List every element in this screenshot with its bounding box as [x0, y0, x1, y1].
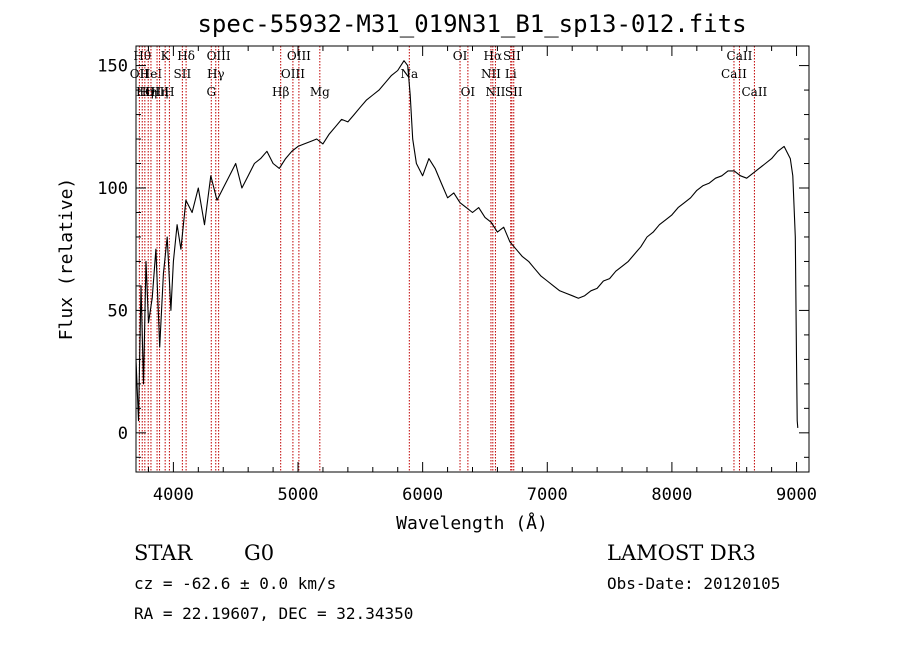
line-marker-label-14: Hβ	[272, 85, 289, 99]
line-marker-label-1: Hθ	[133, 49, 151, 63]
line-marker-label-20: OI	[461, 85, 476, 99]
line-marker-label-19: OI	[453, 49, 468, 63]
line-marker-label-12: Hγ	[207, 67, 225, 81]
y-tick-label-1: 50	[108, 301, 128, 321]
line-marker-label-28: CaII	[727, 49, 753, 63]
line-marker-label-25: SII	[503, 49, 521, 63]
line-marker-label-6: Hη	[151, 85, 169, 99]
line-marker-label-5: OIII	[145, 85, 169, 99]
sky-coordinates: RA = 22.19607, DEC = 32.34350	[134, 604, 413, 623]
line-marker-label-9: SII	[174, 67, 192, 81]
line-marker-label-2: Hη	[136, 85, 154, 99]
spectrum-line-0	[135, 60, 799, 428]
x-tick-label-2: 6000	[402, 485, 443, 505]
line-marker-layer: OIIHθHηHηHeIOIIIHηKHSIIHδGHγOIIIHβOIIIOI…	[130, 46, 768, 472]
observation-date: Obs-Date: 20120105	[607, 574, 780, 593]
object-subclass: G0	[244, 541, 274, 565]
y-axis-label: Flux (relative)	[56, 178, 77, 341]
line-marker-label-4: HeI	[140, 67, 163, 81]
series-layer	[135, 60, 799, 428]
x-tick-label-0: 4000	[153, 485, 194, 505]
y-tick-label-3: 150	[97, 57, 128, 77]
line-marker-label-8: H	[164, 85, 174, 99]
line-marker-label-21: NII	[481, 67, 501, 81]
line-marker-label-27: CaII	[721, 67, 747, 81]
line-marker-label-24: Li	[505, 67, 517, 81]
line-marker-label-18: Na	[400, 67, 418, 81]
survey-name: LAMOST DR3	[607, 541, 756, 565]
object-class: STAR	[134, 541, 193, 565]
y-tick-label-2: 100	[97, 179, 128, 199]
line-marker-label-22: Hα	[484, 49, 503, 63]
line-marker-label-26: SII	[505, 85, 523, 99]
line-marker-label-3: Hη	[139, 85, 157, 99]
x-tick-label-5: 9000	[776, 485, 817, 505]
redshift-cz: cz = -62.6 ± 0.0 km/s	[134, 574, 336, 593]
plot-frame	[135, 45, 810, 473]
x-axis-label: Wavelength (Å)	[396, 512, 548, 534]
x-tick-label-3: 7000	[527, 485, 568, 505]
x-tick-label-1: 5000	[278, 485, 319, 505]
chart-title: spec-55932-M31_019N31_B1_sp13-012.fits	[197, 10, 746, 38]
line-marker-label-17: Mg	[310, 85, 330, 99]
line-marker-label-29: CaII	[741, 85, 767, 99]
tick-layer: 4000 5000 6000 7000 8000 9000 0 50 100 150	[97, 46, 817, 505]
line-marker-label-15: OIII	[281, 67, 305, 81]
x-tick-label-4: 8000	[651, 485, 692, 505]
line-marker-label-7: K	[161, 49, 171, 63]
line-marker-label-13: OIII	[207, 49, 231, 63]
y-tick-label-0: 0	[118, 424, 128, 444]
line-marker-label-11: G	[206, 85, 216, 99]
line-marker-label-16: OIII	[287, 49, 311, 63]
line-marker-label-23: NII	[485, 85, 505, 99]
line-marker-label-10: Hδ	[177, 49, 195, 63]
